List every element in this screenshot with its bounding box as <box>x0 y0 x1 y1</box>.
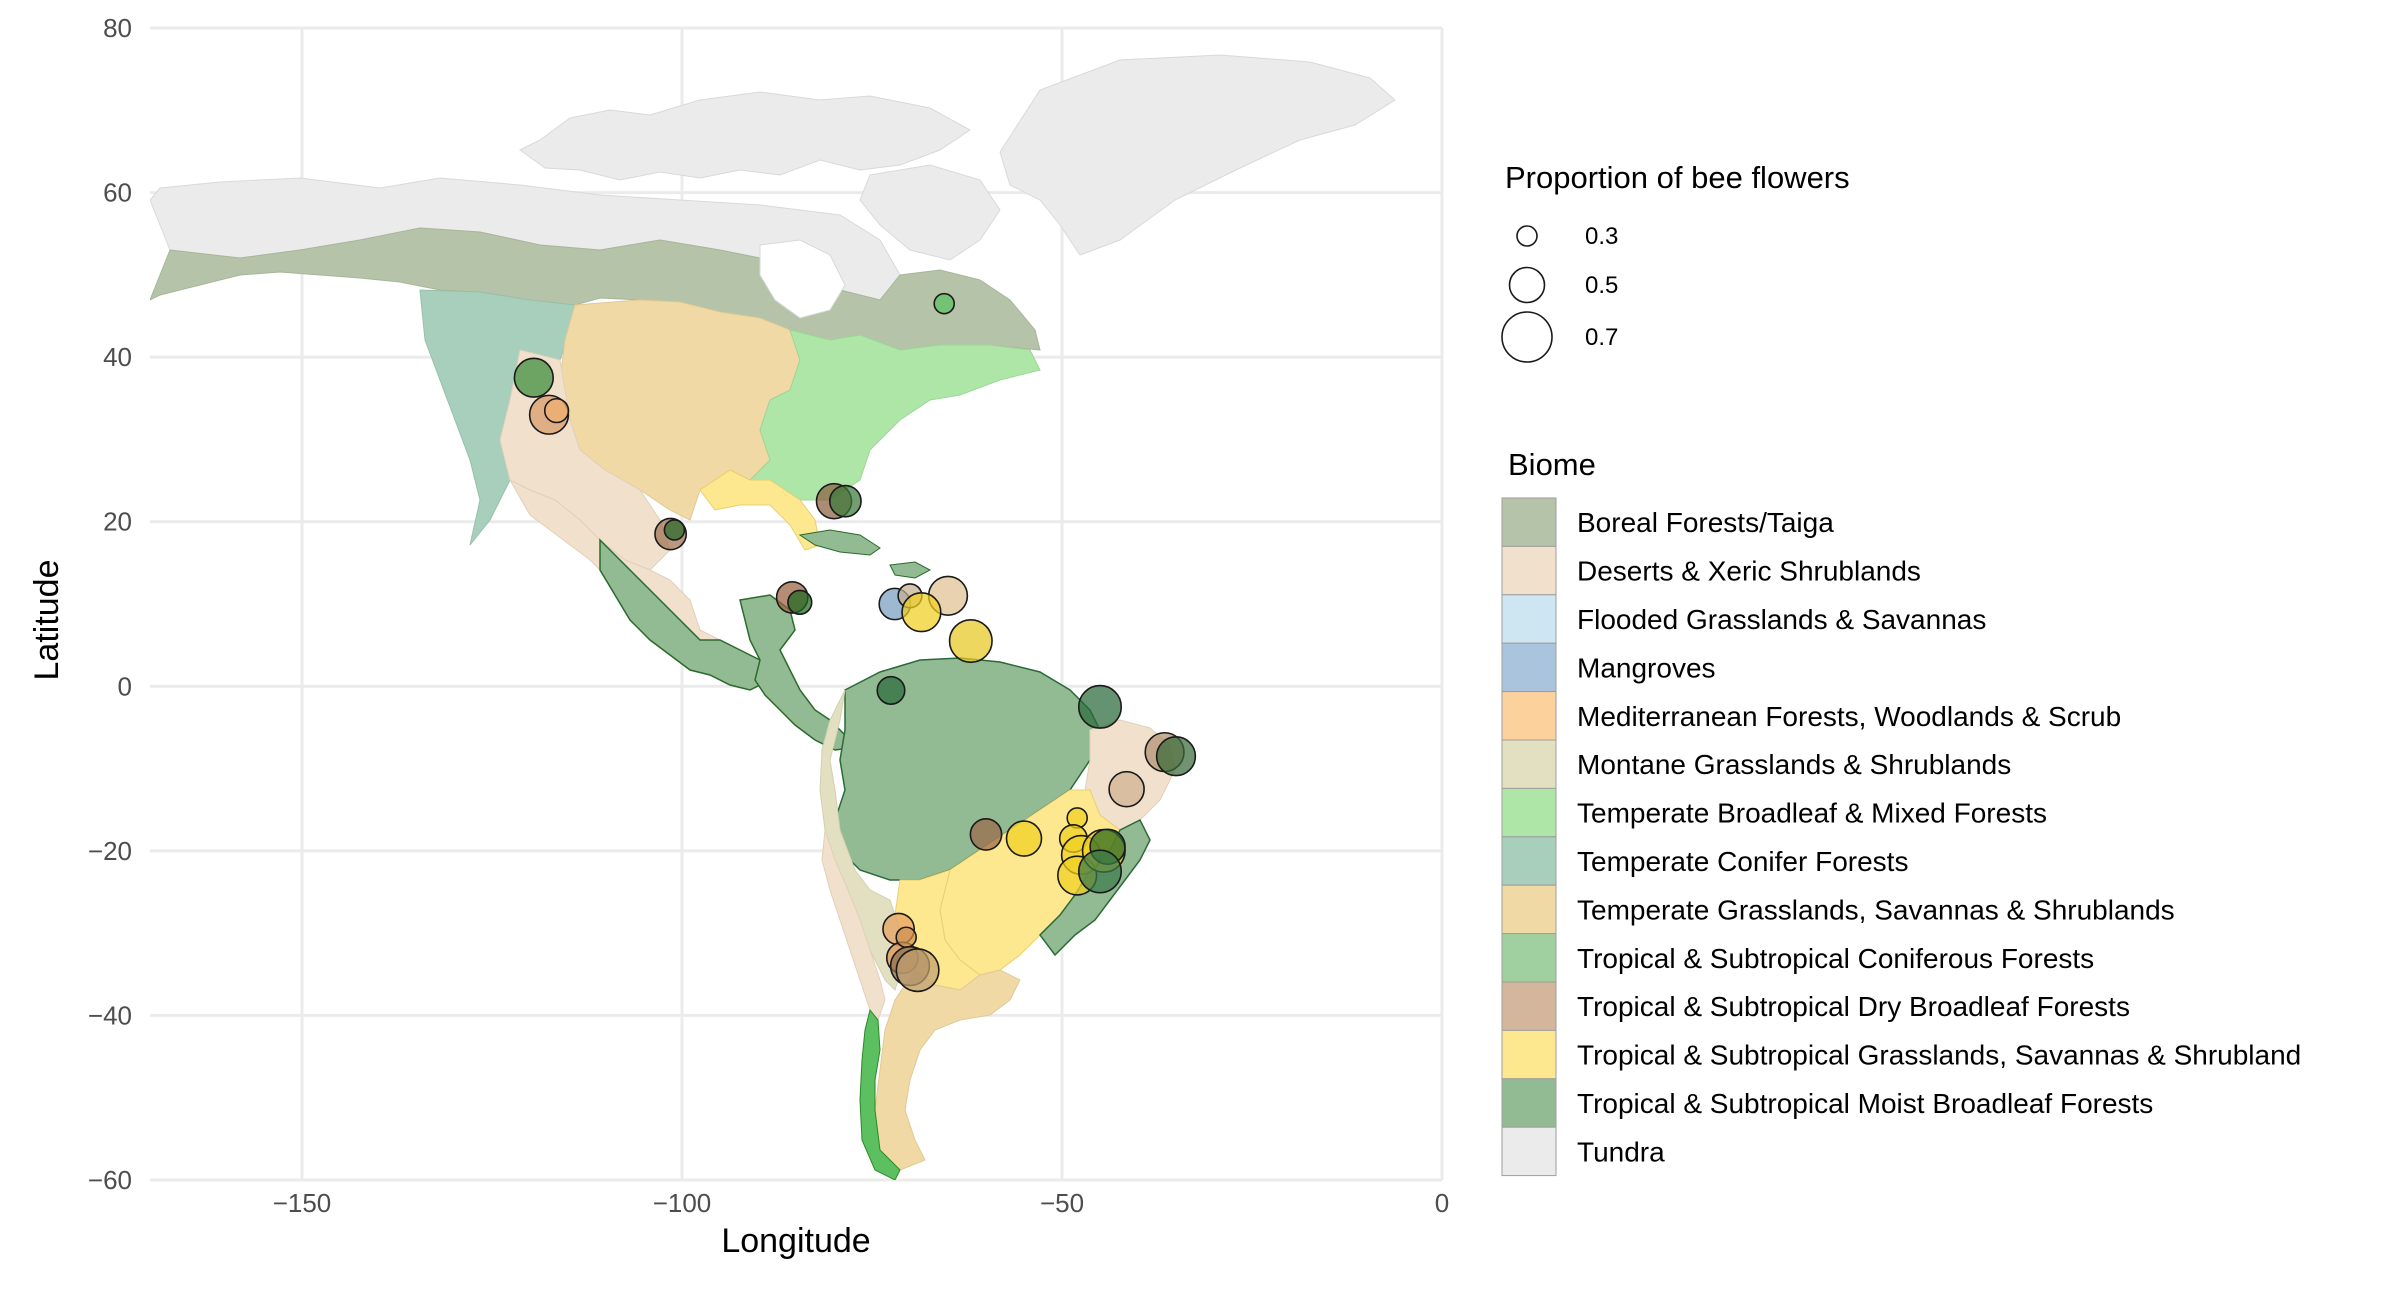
sample-point <box>901 592 942 633</box>
biome-legend-label: Temperate Grasslands, Savannas & Shrubla… <box>1577 894 2175 925</box>
sample-point <box>1108 770 1145 808</box>
size-legend-key <box>1516 225 1538 247</box>
biome-legend-swatch <box>1501 545 1557 596</box>
sample-point <box>1077 849 1123 894</box>
sample-point <box>1005 820 1043 857</box>
biome-legend-title: Biome <box>1508 447 1596 482</box>
sample-point <box>787 589 813 616</box>
size-legend-label: 0.5 <box>1585 272 1618 299</box>
biome-legend-swatch <box>1501 594 1557 644</box>
biome-legend-label: Temperate Conifer Forests <box>1577 846 1908 877</box>
sample-point <box>543 397 570 424</box>
y-tick-label: 0 <box>118 671 132 701</box>
biome-legend-label: Tropical & Subtropical Grasslands, Savan… <box>1577 1040 2301 1071</box>
biome-legend-label: Mediterranean Forests, Woodlands & Scrub <box>1577 701 2121 732</box>
andes <box>819 689 906 991</box>
biome-legend-label: Temperate Broadleaf & Mixed Forests <box>1577 798 2047 829</box>
y-tick-label: 40 <box>103 342 132 372</box>
y-tick-label: −60 <box>88 1165 132 1195</box>
biome-legend-label: Tropical & Subtropical Dry Broadleaf For… <box>1577 991 2130 1022</box>
hudson-bay <box>759 239 846 319</box>
biome-legend-label: Flooded Grasslands & Savannas <box>1577 604 1986 635</box>
x-tick-label: −50 <box>1040 1188 1084 1218</box>
biome-legend-swatch <box>1501 739 1557 789</box>
biome-legend-swatch <box>1501 1126 1557 1177</box>
biome-legend-swatch <box>1501 691 1557 741</box>
biome-legend-swatch <box>1501 497 1557 547</box>
sample-point <box>876 675 906 705</box>
sample-point <box>513 357 554 398</box>
biome-legend-swatch <box>1501 933 1557 983</box>
biome-legend-swatch <box>1501 981 1557 1031</box>
sample-point <box>1155 736 1197 777</box>
biome-legend-swatch <box>1501 1078 1557 1128</box>
x-tick-label: −150 <box>273 1188 332 1218</box>
sample-point <box>828 484 862 518</box>
y-axis-title: Latitude <box>28 560 66 681</box>
sample-point <box>969 817 1003 851</box>
y-tick-label: −40 <box>88 1000 132 1030</box>
biome-legend-swatch <box>1501 836 1557 886</box>
biome-legend-label: Mangroves <box>1577 652 1716 683</box>
biome-legend-swatch <box>1501 787 1557 838</box>
x-tick-label: 0 <box>1435 1188 1449 1218</box>
arctic-islands-2 <box>859 164 1001 261</box>
size-legend-label: 0.3 <box>1585 223 1618 250</box>
biome-legend-label: Montane Grasslands & Shrublands <box>1577 749 2011 780</box>
biome-legend-label: Boreal Forests/Taiga <box>1577 507 1834 538</box>
greenland-tundra <box>999 54 1396 256</box>
biome-map <box>150 54 1396 1180</box>
size-legend-key <box>1501 311 1553 363</box>
sample-point <box>933 292 956 315</box>
sample-point <box>1077 684 1123 729</box>
sample-points <box>513 292 1197 993</box>
y-tick-label: −20 <box>88 836 132 866</box>
biome-legend-label: Deserts & Xeric Shrublands <box>1577 556 1921 587</box>
y-tick-label: 20 <box>103 507 132 537</box>
biome-legend-label: Tropical & Subtropical Coniferous Forest… <box>1577 943 2094 974</box>
x-axis-ticks: −150 −100 −50 0 <box>273 1188 1450 1218</box>
size-legend-key <box>1508 266 1546 304</box>
size-legend-title: Proportion of bee flowers <box>1505 160 1850 195</box>
cuba <box>798 529 881 556</box>
eastern-broadleaf <box>748 329 1041 501</box>
hispaniola <box>889 561 932 579</box>
sample-point <box>895 948 940 993</box>
biome-legend-swatch <box>1501 642 1557 693</box>
sample-point <box>895 926 918 949</box>
x-axis-title: Longitude <box>721 1222 870 1260</box>
biome-legend: Boreal Forests/Taiga Deserts & Xeric Shru… <box>1501 497 2301 1177</box>
sample-point <box>948 618 993 664</box>
y-tick-label: 60 <box>103 178 132 208</box>
y-tick-label: 80 <box>103 13 132 43</box>
x-tick-label: −100 <box>653 1188 712 1218</box>
biome-legend-label: Tropical & Subtropical Moist Broadleaf F… <box>1577 1088 2153 1119</box>
biome-legend-label: Tundra <box>1577 1136 1665 1167</box>
sample-point <box>663 519 686 541</box>
chile-south <box>859 1008 901 1180</box>
y-axis-ticks: 80 60 40 20 0 −20 −40 −60 <box>88 13 132 1195</box>
biome-legend-swatch <box>1501 1029 1557 1080</box>
biome-legend-swatch <box>1501 884 1557 935</box>
arctic-islands <box>519 91 971 181</box>
pampas <box>874 969 1021 1171</box>
size-legend-label: 0.7 <box>1585 324 1618 351</box>
size-legend: 0.3 0.5 0.7 <box>1501 223 1618 363</box>
